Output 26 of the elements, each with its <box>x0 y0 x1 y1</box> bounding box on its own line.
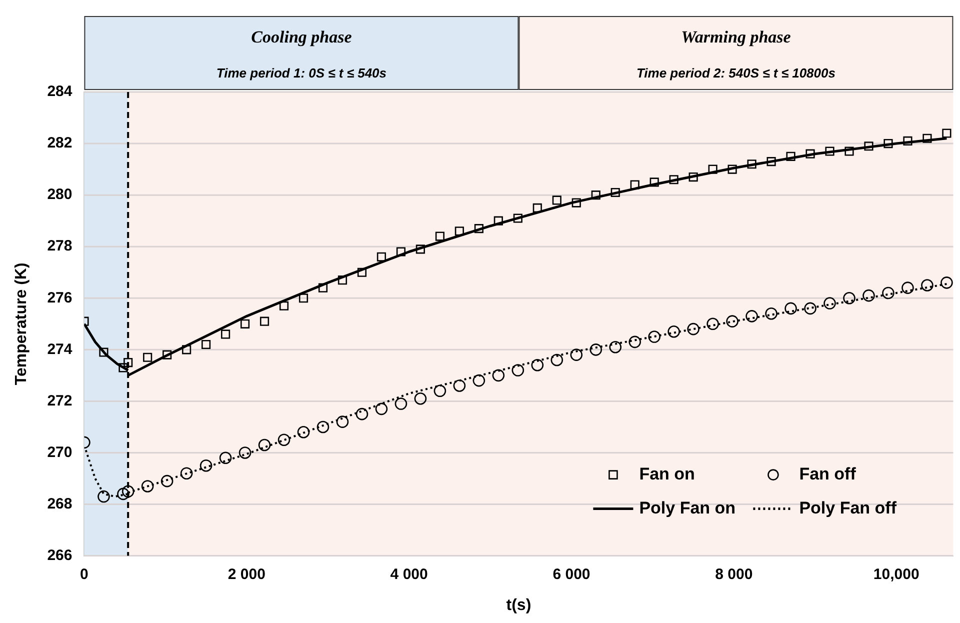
y-tick-label: 278 <box>47 238 72 255</box>
y-tick-label: 268 <box>47 495 72 512</box>
x-tick-label: 0 <box>80 566 88 583</box>
y-tick-label: 282 <box>47 134 72 152</box>
y-tick-label: 266 <box>47 546 72 564</box>
y-tick-label: 284 <box>47 83 73 100</box>
x-tick-label: 6 000 <box>552 566 590 583</box>
x-axis-title: t(s) <box>506 596 532 614</box>
x-tick-label: 8 000 <box>715 566 753 583</box>
legend-label: Poly Fan on <box>639 498 736 518</box>
legend-label: Poly Fan off <box>799 498 897 518</box>
text: Warming phase <box>681 27 792 46</box>
x-tick-label: 4 000 <box>390 566 428 583</box>
x-tick-label: 10,000 <box>873 566 920 583</box>
y-tick-label: 274 <box>47 340 73 358</box>
text: Time period 2: 540S ≤ t ≤ 10800s <box>636 66 836 81</box>
text: Time period 1: 0S ≤ t ≤ 540s <box>216 66 387 81</box>
y-axis-title: Temperature (K) <box>13 262 30 386</box>
y-tick-label: 276 <box>47 289 72 306</box>
legend-label: Fan off <box>799 464 856 484</box>
x-tick-label: 2 000 <box>228 566 266 583</box>
y-tick-label: 280 <box>47 186 72 204</box>
y-tick-label: 272 <box>47 392 72 410</box>
y-tick-label: 270 <box>47 444 72 461</box>
text: Cooling phase <box>251 27 352 46</box>
legend-label: Fan on <box>639 464 695 484</box>
